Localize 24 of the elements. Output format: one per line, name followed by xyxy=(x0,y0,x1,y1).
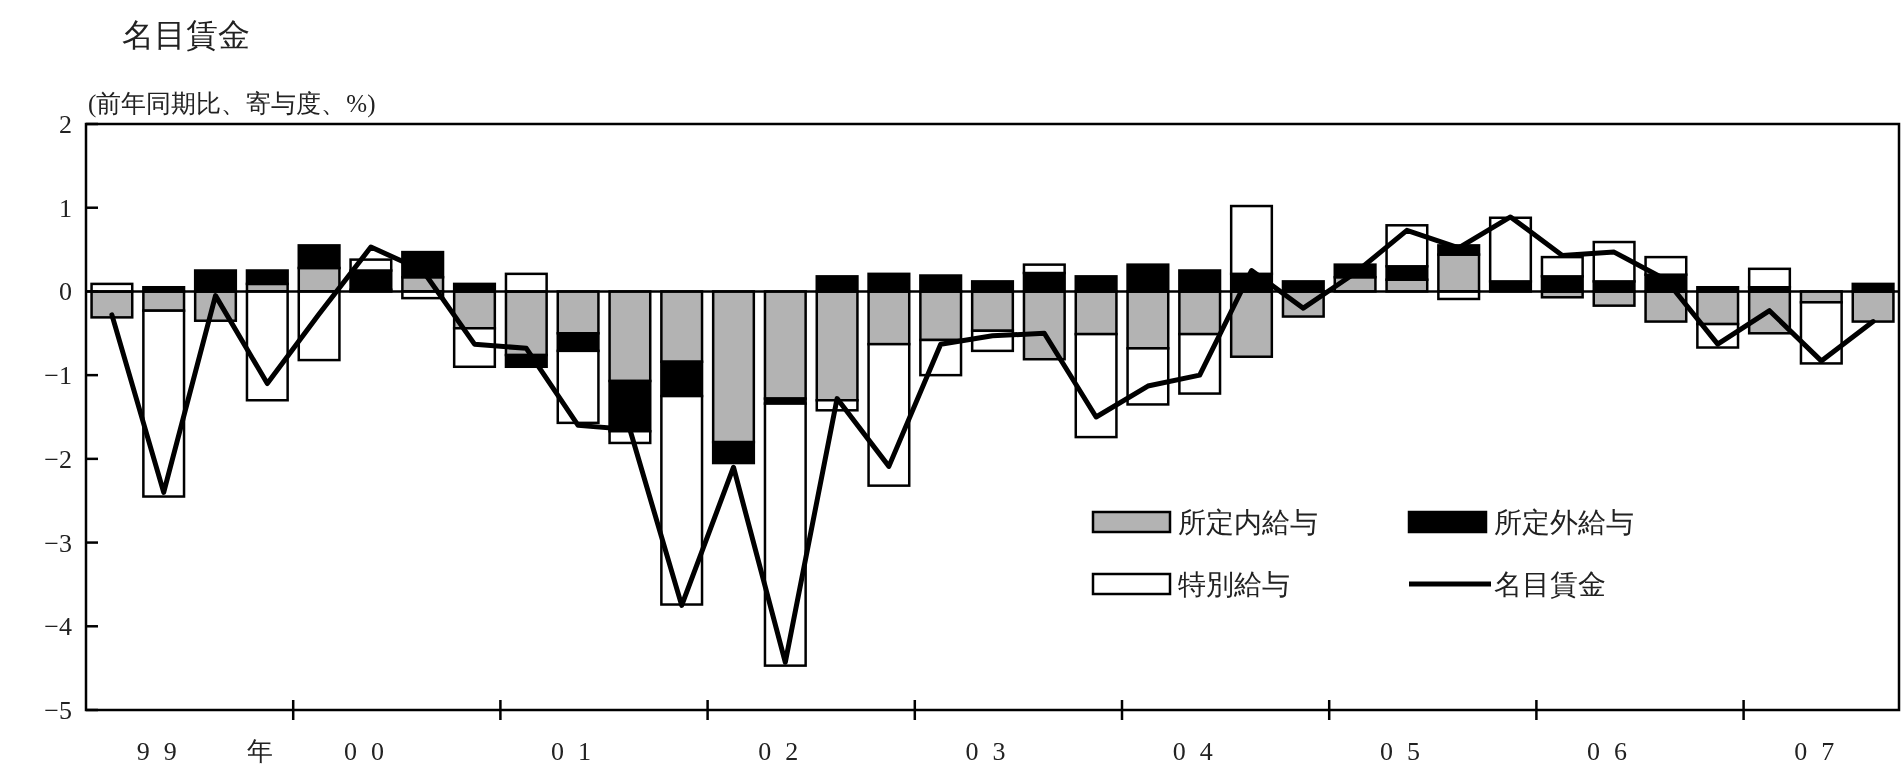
y-tick-label: −1 xyxy=(44,361,72,391)
y-tick-label: −3 xyxy=(44,528,72,558)
y-tick-label: 2 xyxy=(59,110,72,139)
x-tick-label: 99 xyxy=(136,737,191,766)
x-tick-label: 07 xyxy=(1794,737,1849,766)
y-tick-label: −2 xyxy=(44,444,72,474)
x-tick-label: 05 xyxy=(1379,737,1434,766)
y-tick-label: −5 xyxy=(44,696,72,725)
legend-label: 所定内給与 xyxy=(1178,507,1318,538)
y-tick-label: −4 xyxy=(44,612,72,642)
legend-label: 名目賃金 xyxy=(1494,569,1606,600)
x-tick-label: 06 xyxy=(1587,737,1642,766)
x-tick-label: 01 xyxy=(551,737,606,766)
x-tick-label: 02 xyxy=(758,737,813,766)
y-axis-title: (前年同期比、寄与度、%) xyxy=(88,90,376,118)
x-tick-label: 年 xyxy=(247,737,288,766)
y-tick-label: 1 xyxy=(59,193,72,223)
legend-label: 所定外給与 xyxy=(1494,507,1634,538)
x-tick-label: 03 xyxy=(965,737,1020,766)
y-tick-label: 0 xyxy=(59,277,72,307)
x-tick-label: 04 xyxy=(1172,737,1227,766)
legend-label: 特別給与 xyxy=(1178,569,1290,600)
x-tick-label: 00 xyxy=(343,737,398,766)
chart-title: 名目賃金 xyxy=(122,17,250,53)
